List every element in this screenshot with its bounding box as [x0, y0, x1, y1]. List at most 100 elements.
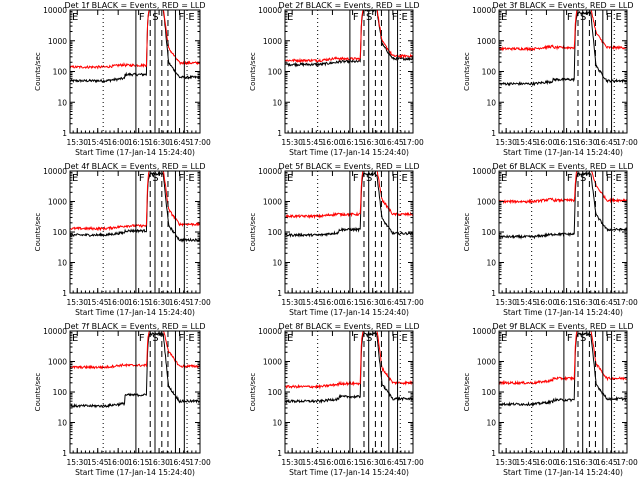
- x-tick-label: 16:15: [556, 458, 578, 467]
- x-tick-label: 16:45: [382, 298, 404, 307]
- marker-label: F: [606, 333, 612, 344]
- x-tick-label: 16:15: [556, 298, 578, 307]
- events-series: [69, 9, 201, 84]
- events-series: [69, 331, 201, 409]
- x-axis-label: Start Time (17-Jan-14 15:24:40): [289, 468, 409, 477]
- marker-label: E: [72, 173, 78, 184]
- plot-frame: [498, 330, 628, 454]
- y-tick-label: 10000: [43, 6, 67, 15]
- marker-label: E: [72, 333, 78, 344]
- events-series: [284, 9, 414, 68]
- panel-title: Det 7f BLACK = Events, RED = LLD: [64, 322, 205, 331]
- marker-label: F: [353, 333, 359, 344]
- y-tick-label: 1: [62, 449, 67, 458]
- panel-3: E F S F E11010010001000015:3015:4516:0016:15…: [463, 1, 638, 157]
- lld-series: [69, 9, 201, 70]
- y-axis-label: Counts/sec: [463, 373, 471, 412]
- marker-label: F: [567, 333, 573, 344]
- x-tick-label: 16:00: [322, 458, 344, 467]
- x-tick-label: 16:00: [536, 138, 558, 147]
- y-tick-label: 10: [486, 98, 496, 107]
- marker-label: S: [580, 333, 586, 344]
- panel-7: E F S F E11010010001000015:3015:4516:0016:15…: [34, 322, 211, 477]
- panel-8: E F S F E11010010001000015:3015:4516:0016:15…: [249, 322, 424, 477]
- x-axis-label: Start Time (17-Jan-14 15:24:40): [503, 308, 623, 317]
- y-tick-label: 10: [272, 419, 282, 428]
- panel-9: E F S F E11010010001000015:3015:4516:0016:15…: [463, 322, 638, 477]
- lld-series: [284, 9, 414, 63]
- x-tick-label: 15:30: [66, 138, 88, 147]
- y-tick-label: 1: [491, 129, 496, 138]
- marker-label: F: [353, 12, 359, 23]
- x-tick-label: 16:30: [362, 138, 384, 147]
- marker-label: E: [616, 333, 622, 344]
- marker-label: E: [188, 333, 194, 344]
- y-tick-label: 1: [62, 129, 67, 138]
- y-tick-label: 10000: [258, 6, 282, 15]
- x-tick-label: 16:30: [148, 138, 170, 147]
- y-axis-label: Counts/sec: [463, 213, 471, 252]
- panel-title: Det 1f BLACK = Events, RED = LLD: [64, 1, 205, 10]
- y-tick-label: 100: [482, 68, 497, 77]
- x-axis-label: Start Time (17-Jan-14 15:24:40): [289, 308, 409, 317]
- x-tick-label: 15:45: [515, 138, 537, 147]
- lld-series: [284, 170, 414, 220]
- x-tick-label: 15:45: [515, 298, 537, 307]
- x-tick-label: 16:45: [169, 458, 191, 467]
- panel-5: E F S F E11010010001000015:3015:4516:0016:15…: [249, 162, 424, 317]
- panel-title: Det 8f BLACK = Events, RED = LLD: [278, 322, 419, 331]
- x-tick-label: 16:15: [342, 138, 364, 147]
- plot-frame: [498, 170, 628, 294]
- x-axis-label: Start Time (17-Jan-14 15:24:40): [75, 308, 195, 317]
- x-tick-label: 16:45: [382, 458, 404, 467]
- lld-series: [498, 170, 628, 205]
- x-tick-label: 16:30: [148, 458, 170, 467]
- y-tick-label: 10000: [472, 6, 496, 15]
- marker-label: F: [567, 173, 573, 184]
- y-tick-label: 1000: [48, 198, 67, 207]
- y-tick-label: 1000: [477, 198, 496, 207]
- x-tick-label: 16:45: [169, 298, 191, 307]
- x-axis-label: Start Time (17-Jan-14 15:24:40): [75, 148, 195, 157]
- marker-label: F: [606, 173, 612, 184]
- marker-label: E: [402, 12, 408, 23]
- x-tick-label: 15:45: [87, 458, 109, 467]
- y-tick-label: 1000: [48, 37, 67, 46]
- y-tick-label: 1000: [48, 358, 67, 367]
- marker-label: F: [178, 333, 184, 344]
- y-axis-label: Counts/sec: [249, 213, 257, 252]
- y-tick-label: 10: [272, 259, 282, 268]
- x-tick-label: 15:45: [87, 138, 109, 147]
- x-tick-label: 15:45: [301, 138, 323, 147]
- x-tick-label: 15:45: [87, 298, 109, 307]
- y-tick-label: 100: [53, 228, 68, 237]
- x-tick-label: 15:30: [495, 138, 517, 147]
- y-tick-label: 1: [62, 289, 67, 298]
- x-tick-label: 16:30: [576, 298, 598, 307]
- plot-frame: [69, 170, 201, 294]
- marker-label: S: [366, 333, 372, 344]
- marker-label: F: [178, 173, 184, 184]
- y-tick-label: 1000: [477, 37, 496, 46]
- marker-label: F: [139, 12, 145, 23]
- y-tick-label: 1: [491, 449, 496, 458]
- marker-label: S: [580, 173, 586, 184]
- y-tick-label: 100: [268, 228, 283, 237]
- x-tick-label: 16:15: [128, 138, 150, 147]
- x-tick-label: 16:15: [556, 138, 578, 147]
- x-tick-label: 16:15: [342, 458, 364, 467]
- x-tick-label: 15:45: [515, 458, 537, 467]
- x-tick-label: 17:00: [616, 138, 638, 147]
- marker-label: S: [580, 12, 586, 23]
- panel-4: E F S F E11010010001000015:3015:4516:0016:15…: [34, 162, 211, 317]
- lld-series: [498, 330, 627, 386]
- y-tick-label: 10: [272, 98, 282, 107]
- y-tick-label: 100: [482, 388, 497, 397]
- x-axis-label: Start Time (17-Jan-14 15:24:40): [503, 148, 623, 157]
- y-tick-label: 1: [277, 449, 282, 458]
- marker-label: E: [287, 173, 293, 184]
- marker-label: F: [606, 12, 612, 23]
- y-tick-label: 1000: [263, 198, 282, 207]
- x-tick-label: 17:00: [189, 298, 211, 307]
- y-axis-label: Counts/sec: [34, 213, 42, 252]
